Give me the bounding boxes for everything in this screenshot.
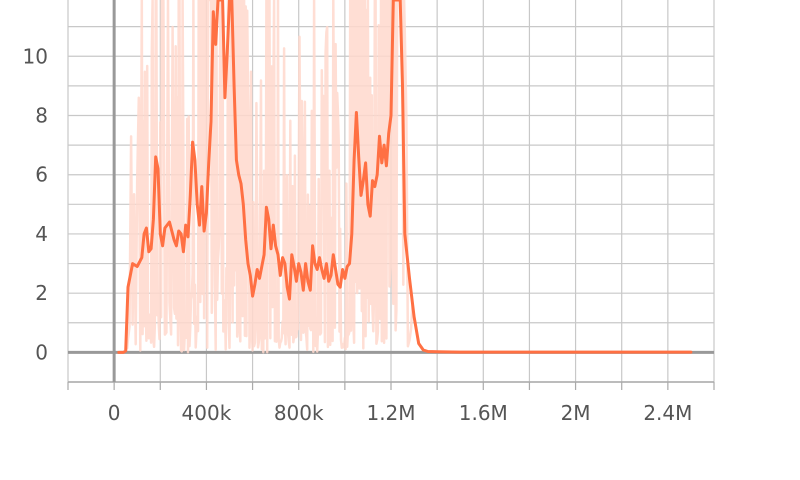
y-tick-label: 4 — [35, 222, 48, 246]
smoothed-series — [117, 0, 693, 354]
x-tick-label: 2M — [561, 401, 591, 425]
x-tick-label: 1.2M — [366, 401, 415, 425]
tick-labels: 0 2 4 6 8 10 0 400k 800k 1.2M 1.6M 2M 2.4M — [23, 44, 693, 425]
x-tick-label: 400k — [182, 401, 232, 425]
y-tick-label: 10 — [23, 44, 48, 68]
raw-series — [118, 0, 691, 354]
x-tick-label: 0 — [108, 401, 121, 425]
raw-series-line — [118, 0, 691, 354]
y-tick-label: 2 — [35, 281, 48, 305]
smoothed-series-line — [117, 0, 693, 354]
x-tick-label: 2.4M — [643, 401, 692, 425]
y-tick-label: 0 — [35, 340, 48, 364]
y-tick-label: 8 — [35, 103, 48, 127]
x-tick-label: 1.6M — [459, 401, 508, 425]
y-tick-label: 6 — [35, 163, 48, 187]
x-tick-label: 800k — [274, 401, 324, 425]
